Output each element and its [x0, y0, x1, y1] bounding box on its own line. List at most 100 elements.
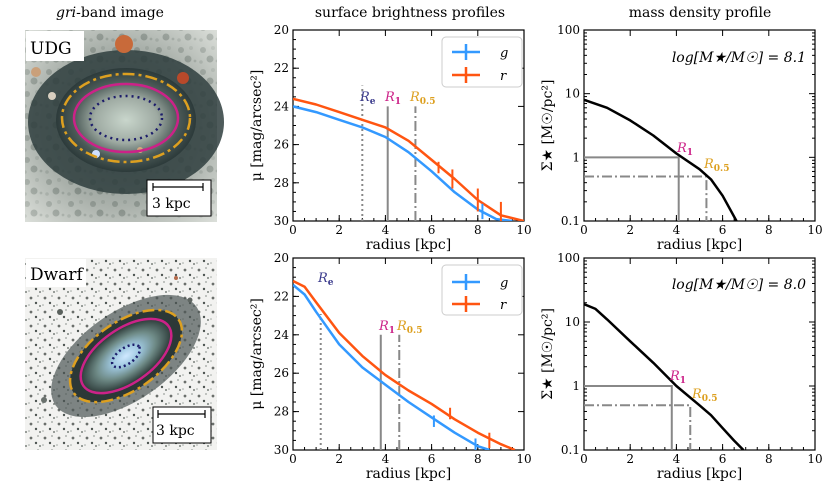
sb-column-title: surface brightness profiles — [315, 5, 505, 21]
dwarf-mass-ylabel: Σ★ [M☉/pc²] — [540, 308, 556, 400]
dwarf-legend: g r — [441, 264, 523, 316]
dwarf-scale-label: 3 kpc — [156, 423, 195, 439]
udg-r05-label: R0.5 — [409, 90, 435, 107]
dwarf-mass-profile — [584, 303, 745, 450]
udg-re-label: Re — [359, 90, 376, 107]
dwarf-mass-xlabel: radius [kpc] — [657, 466, 742, 482]
dwarf-sb-ytick-label: 30 — [274, 443, 289, 457]
udg-sb-xtick-label: 8 — [474, 223, 482, 237]
dwarf-mass-xtick-label: 8 — [765, 452, 773, 466]
image-column-title-rest: -band image — [76, 5, 164, 21]
udg-mass-axes: 0 2 4 6 8 10 0.1 1 10 100 radius [kpc] Σ★ [M☉/pc²] — [540, 23, 823, 253]
udg-sb-plot-area — [293, 85, 524, 221]
dwarf-sb-plot-area — [293, 279, 516, 450]
dwarf-label: Dwarf — [30, 265, 84, 285]
udg-sb-ytick-label: 30 — [274, 214, 289, 228]
udg-mass-r1-ref — [584, 156, 680, 221]
legend-r-label: r — [500, 69, 507, 84]
legend-g-label: g — [500, 276, 508, 291]
dwarf-sb-ytick-label: 22 — [274, 289, 289, 303]
udg-mass-xtick-label: 2 — [626, 223, 634, 237]
udg-sb-xtick-label: 4 — [382, 223, 390, 237]
legend-r-label: r — [500, 298, 507, 313]
dwarf-sb-xtick-label: 4 — [382, 452, 390, 466]
dwarf-re-label: Re — [317, 271, 334, 288]
udg-mass-xlabel: radius [kpc] — [657, 237, 742, 253]
dwarf-mass-r1-ref — [584, 385, 673, 450]
udg-mass-xtick-label: 10 — [807, 223, 822, 237]
udg-image: UDG 3 kpc — [25, 30, 224, 222]
udg-mass-ytick-label: 100 — [557, 23, 580, 37]
dwarf-mass-r05-label: R0.5 — [691, 387, 717, 404]
dwarf-mass-ytick-label: 100 — [557, 251, 580, 265]
udg-r1-ellipse — [72, 82, 180, 154]
image-column-title: gri-band image — [56, 5, 164, 21]
dwarf-r1-ellipse — [79, 317, 173, 395]
udg-legend: g r — [441, 36, 523, 88]
udg-sb-xlabel: radius [kpc] — [366, 237, 451, 253]
udg-r05-ellipse — [60, 72, 192, 164]
dwarf-sb-ytick-label: 20 — [274, 251, 289, 265]
udg-sb-series-r — [293, 97, 524, 221]
udg-mass-xtick-label: 6 — [719, 223, 727, 237]
dwarf-sb-ytick-label: 28 — [274, 405, 289, 419]
dwarf-sb-xtick-label: 10 — [516, 452, 531, 466]
udg-label: UDG — [30, 39, 72, 59]
udg-mass-xtick-label: 4 — [673, 223, 681, 237]
dwarf-sb-ytick-label: 26 — [274, 366, 289, 380]
dwarf-sb-xtick-label: 8 — [474, 452, 482, 466]
mass-column-title: mass density profile — [629, 5, 772, 21]
dwarf-r1-label: R1 — [378, 319, 395, 336]
udg-mass-ytick-label: 0.1 — [561, 214, 580, 228]
dwarf-sb-series-r — [293, 279, 516, 450]
dwarf-mass-xtick-label: 10 — [807, 452, 822, 466]
dwarf-sb-xtick-label: 6 — [428, 452, 436, 466]
dwarf-mass-ytick-label: 0.1 — [561, 443, 580, 457]
dwarf-image: Dwarf 3 kpc — [25, 258, 217, 450]
udg-sb-ytick-label: 28 — [274, 176, 289, 190]
dwarf-mass-annotation: log[M★/M☉] = 8.0 — [672, 277, 806, 293]
udg-mass-ylabel: Σ★ [M☉/pc²] — [540, 80, 556, 172]
legend-g-label: g — [500, 46, 508, 61]
dwarf-sb-ylabel: μ [mag/arcsec²] — [249, 298, 265, 410]
udg-sb-ylabel: μ [mag/arcsec²] — [249, 70, 265, 182]
udg-sb-ytick-label: 24 — [274, 99, 290, 113]
udg-mass-plot-area — [584, 98, 738, 221]
dwarf-mass-xtick-label: 0 — [580, 452, 588, 466]
dwarf-r05-ellipse — [68, 308, 184, 404]
dwarf-sb-ytick-label: 24 — [274, 328, 290, 342]
dwarf-sb-xlabel: radius [kpc] — [366, 466, 451, 482]
udg-mass-xtick-label: 8 — [765, 223, 773, 237]
udg-mass-ytick-label: 1 — [572, 150, 580, 164]
udg-sb-xtick-label: 6 — [428, 223, 436, 237]
dwarf-mass-xtick-label: 6 — [719, 452, 727, 466]
udg-mass-r05-ref — [584, 175, 708, 221]
udg-mass-xtick-label: 0 — [580, 223, 588, 237]
dwarf-sb-series-g — [293, 283, 490, 450]
dwarf-mass-xtick-label: 4 — [673, 452, 681, 466]
dwarf-mass-ytick-label: 1 — [572, 379, 580, 393]
udg-r1-label: R1 — [384, 90, 401, 107]
dwarf-mass-ytick-label: 10 — [565, 315, 580, 329]
udg-sb-ytick-label: 20 — [274, 23, 289, 37]
udg-sb-xtick-label: 2 — [335, 223, 343, 237]
dwarf-re-ellipse — [110, 343, 142, 369]
udg-sb-xtick-label: 0 — [289, 223, 297, 237]
udg-re-ellipse — [88, 94, 164, 142]
dwarf-r05-label: R0.5 — [396, 319, 422, 336]
udg-sb-ytick-label: 26 — [274, 138, 289, 152]
udg-sb-xtick-label: 10 — [516, 223, 531, 237]
dwarf-mass-r05-ref — [584, 404, 692, 450]
udg-sb-series-g — [293, 105, 513, 221]
image-column-title-band: gri — [56, 5, 76, 21]
udg-mass-annotation: log[M★/M☉] = 8.1 — [672, 50, 806, 66]
dwarf-mass-plot-area — [584, 303, 745, 450]
dwarf-sb-xtick-label: 0 — [289, 452, 297, 466]
udg-mass-r1-label: R1 — [676, 141, 693, 158]
